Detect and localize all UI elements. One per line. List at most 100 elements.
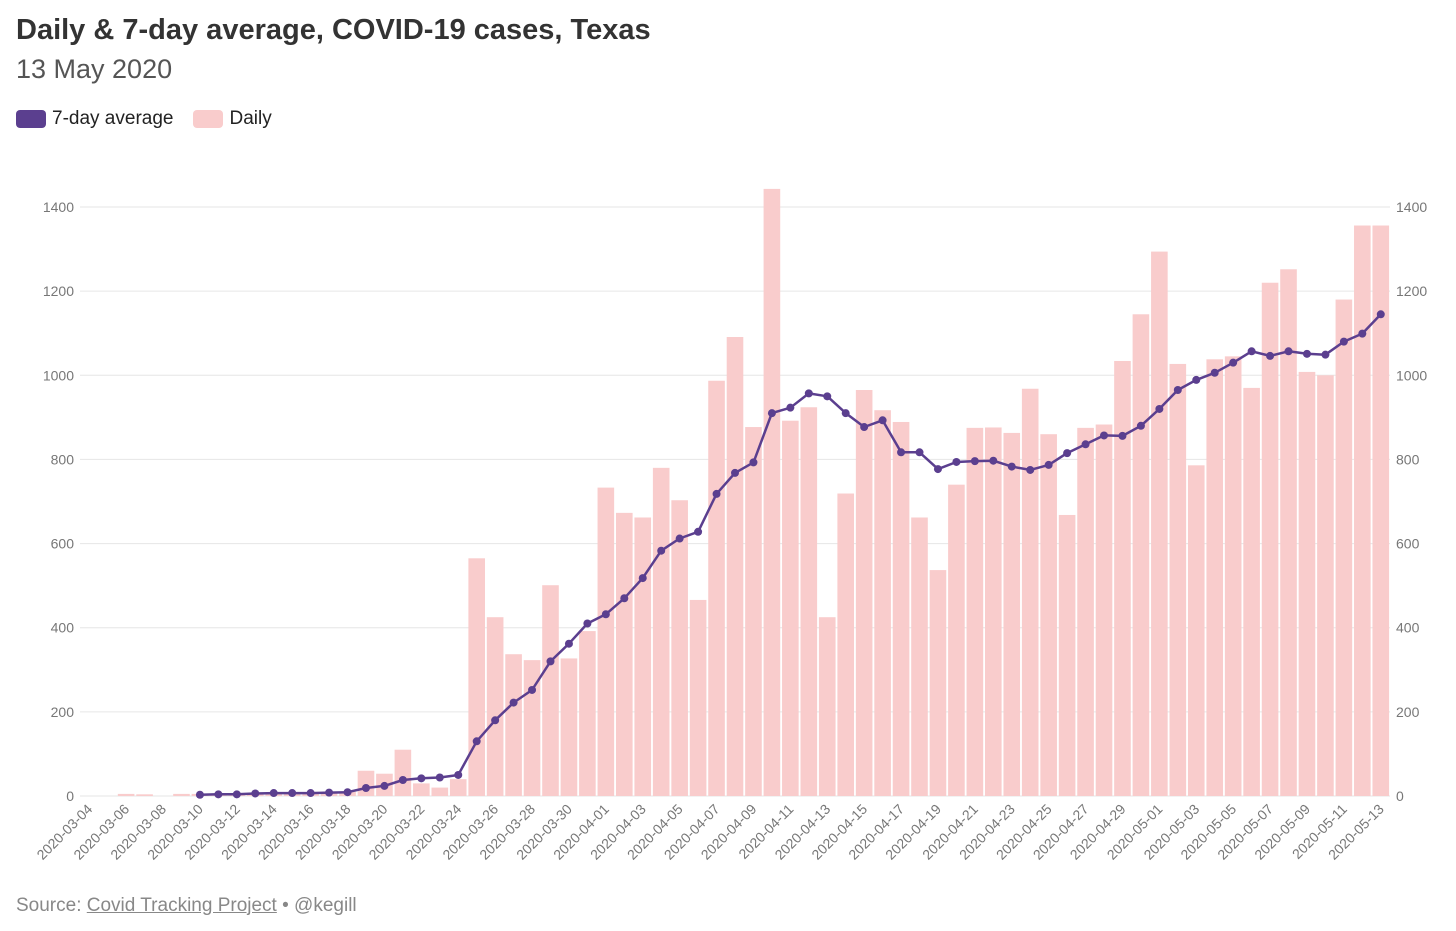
avg-point [472,737,481,746]
daily-bar [1132,314,1150,796]
daily-bar [505,654,522,796]
y-tick-label-right: 800 [1396,451,1420,467]
y-tick-label-right: 1000 [1396,367,1427,383]
daily-bar [874,410,891,796]
avg-point [1100,431,1109,440]
avg-point [1044,460,1053,469]
avg-point [749,458,758,467]
daily-bar [1317,375,1334,796]
avg-point [1284,347,1293,356]
y-tick-label-left: 1200 [43,283,74,299]
avg-point [786,403,795,412]
daily-bar [1335,299,1353,796]
avg-point [1026,465,1035,474]
y-tick-label-left: 400 [51,620,75,636]
avg-point [583,619,592,628]
daily-bar [579,631,596,796]
avg-point [435,773,444,782]
avg-point [528,685,537,694]
daily-bar [745,427,762,796]
avg-point [1229,358,1238,367]
daily-bar [911,517,928,796]
daily-bar [1151,251,1168,797]
avg-point [343,788,352,797]
avg-point [1063,449,1072,458]
source-note: Source: Covid Tracking Project • @kegill [16,895,357,917]
y-tick-label-right: 400 [1396,620,1420,636]
avg-point [823,392,832,401]
avg-point [1007,462,1016,471]
legend: 7-day average Daily [16,108,292,130]
daily-bar [1354,225,1371,797]
avg-point [251,789,260,798]
y-tick-label-right: 0 [1396,788,1404,804]
avg-point [398,776,407,785]
legend-swatch-daily [193,110,224,128]
y-tick-label-left: 800 [51,451,75,467]
avg-point [731,468,739,477]
daily-bar [671,500,688,796]
avg-point [675,534,684,543]
daily-bar [652,467,670,796]
legend-label-avg: 7-day average [52,108,174,129]
legend-item-daily[interactable]: Daily [193,108,272,130]
avg-point [491,716,500,725]
daily-bar [1280,269,1297,796]
y-tick-label-left: 1400 [43,199,74,215]
daily-bar [1372,225,1390,797]
daily-bar [634,517,652,796]
legend-item-avg[interactable]: 7-day average [16,108,173,130]
daily-bar [117,793,135,796]
avg-point [546,657,555,666]
avg-point [509,698,518,707]
daily-bar [394,749,412,796]
daily-bar [449,779,467,796]
avg-point [638,574,647,583]
avg-point [841,409,850,418]
avg-point [601,610,610,619]
avg-point [878,416,887,425]
daily-bar [1077,427,1094,796]
avg-point [1321,350,1330,359]
avg-point [712,489,721,498]
daily-bar [413,783,430,796]
daily-bar [1261,282,1279,796]
daily-bar [800,407,818,796]
avg-point [767,409,776,418]
daily-bar [763,188,781,796]
avg-point [952,457,961,466]
avg-point [897,448,906,457]
avg-point [989,456,998,465]
avg-point [1358,329,1367,338]
avg-point [933,465,942,474]
daily-bar [173,793,190,796]
daily-bar [597,487,615,796]
avg-point [860,423,869,432]
source-link[interactable]: Covid Tracking Project [86,895,277,916]
daily-bar [486,617,504,796]
avg-point [1339,337,1348,346]
daily-bar [929,570,947,796]
daily-bar [726,337,744,796]
daily-bar [1243,387,1260,796]
daily-bar [966,427,984,796]
daily-bar [948,484,965,796]
avg-point [417,774,426,783]
y-tick-label-right: 200 [1396,704,1420,720]
daily-bar [708,380,725,796]
daily-bar [615,512,633,796]
avg-point [1247,347,1256,356]
daily-bar [468,558,485,796]
avg-point [620,594,629,603]
daily-bar [1040,434,1057,796]
daily-bar [818,617,836,796]
avg-point [564,639,573,648]
daily-bar [1187,465,1205,796]
daily-bar [1169,363,1187,796]
daily-bar [837,493,855,796]
chart-title: Daily & 7-day average, COVID-19 cases, T… [16,14,651,46]
legend-swatch-avg [16,110,46,128]
y-tick-label-right: 600 [1396,536,1420,552]
daily-bar [855,390,873,796]
